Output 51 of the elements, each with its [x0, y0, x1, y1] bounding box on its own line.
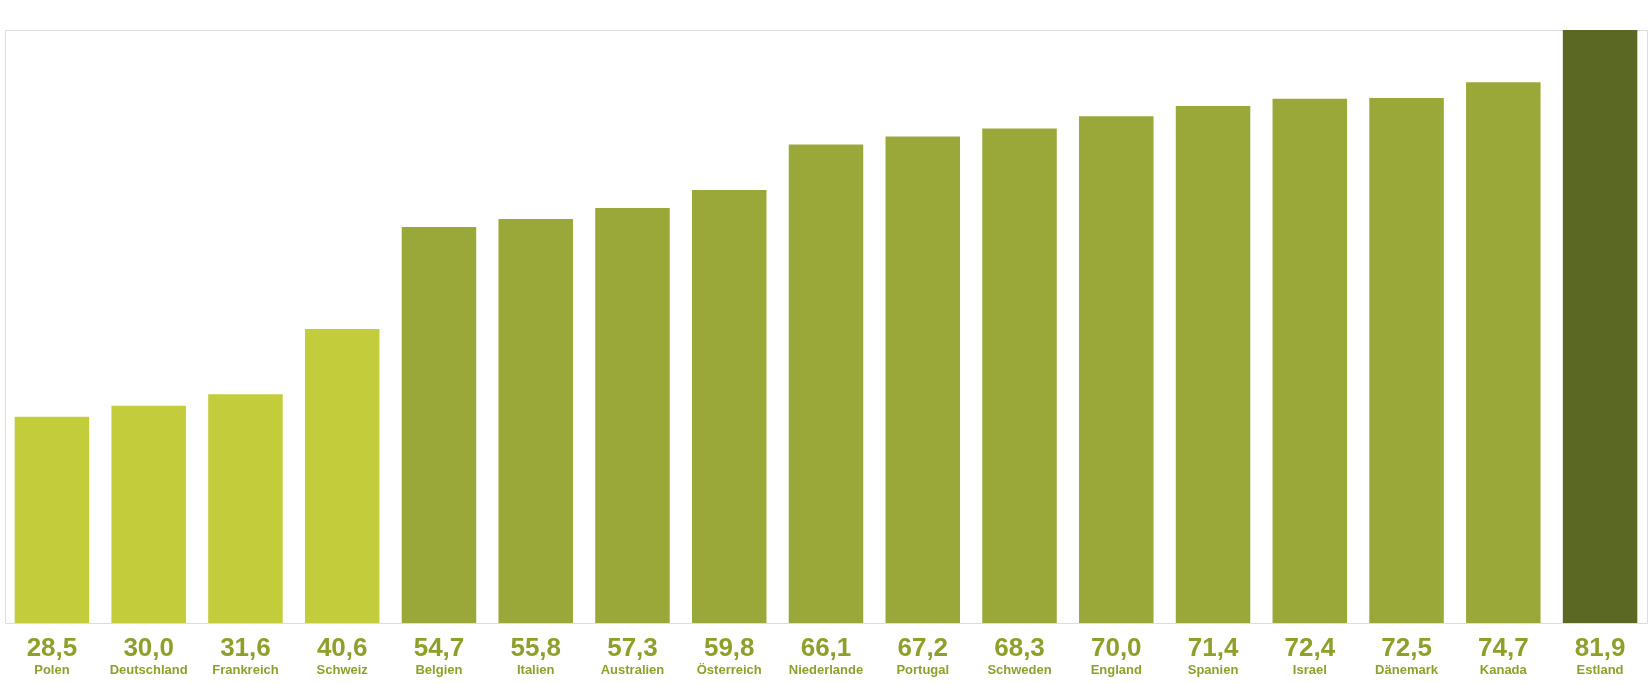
- x-tick-label: Israel: [1292, 661, 1327, 677]
- data-label: 68,3: [994, 632, 1045, 662]
- data-label: 31,6: [220, 632, 271, 662]
- bar: [1175, 106, 1251, 623]
- data-label: 54,7: [413, 632, 465, 662]
- bar: [304, 329, 380, 623]
- bar: [595, 208, 670, 623]
- x-tick-label: Polen: [34, 661, 70, 677]
- data-label: 81,9: [1574, 632, 1626, 662]
- x-tick-label: Niederlande: [788, 661, 864, 677]
- x-tick-label: Estland: [1576, 661, 1624, 677]
- x-tick-label: Dänemark: [1375, 661, 1439, 677]
- bar: [498, 218, 573, 623]
- bar: [982, 128, 1057, 623]
- bar: [208, 394, 283, 623]
- bar: [1466, 82, 1541, 623]
- data-label: 72,5: [1381, 632, 1432, 662]
- x-tick-label: Schweden: [987, 661, 1052, 677]
- x-tick-label: Italien: [516, 661, 555, 677]
- bar: [1079, 116, 1154, 623]
- data-label: 70,0: [1090, 632, 1142, 662]
- bar: [111, 405, 186, 623]
- data-label: 72,4: [1284, 632, 1336, 662]
- bar: [885, 136, 961, 623]
- bar: [788, 144, 864, 623]
- data-label: 71,4: [1187, 632, 1239, 662]
- x-tick-label: Frankreich: [212, 661, 279, 677]
- data-label: 59,8: [703, 632, 755, 662]
- bar: [1369, 98, 1444, 623]
- data-label: 28,5: [26, 632, 78, 662]
- x-tick-label: Deutschland: [109, 661, 188, 677]
- data-label: 66,1: [800, 632, 852, 662]
- x-tick-label: Belgien: [415, 661, 463, 677]
- data-label: 74,7: [1478, 632, 1529, 662]
- x-tick-label: Schweiz: [316, 661, 369, 677]
- x-tick-label: Spanien: [1187, 661, 1239, 677]
- data-label: 55,8: [510, 632, 562, 662]
- bar: [1272, 98, 1348, 623]
- x-tick-label: England: [1090, 661, 1142, 677]
- bar: [691, 190, 767, 623]
- data-label: 67,2: [897, 632, 949, 662]
- data-label: 40,6: [316, 632, 368, 662]
- bar: [14, 416, 90, 623]
- data-label: 57,3: [607, 632, 658, 662]
- x-tick-label: Portugal: [896, 661, 950, 677]
- x-tick-label: Kanada: [1479, 661, 1528, 677]
- bar: [1562, 30, 1638, 623]
- bar: [401, 226, 477, 623]
- x-tick-label: Österreich: [696, 661, 762, 677]
- x-tick-label: Australien: [600, 661, 665, 677]
- data-label: 30,0: [123, 632, 174, 662]
